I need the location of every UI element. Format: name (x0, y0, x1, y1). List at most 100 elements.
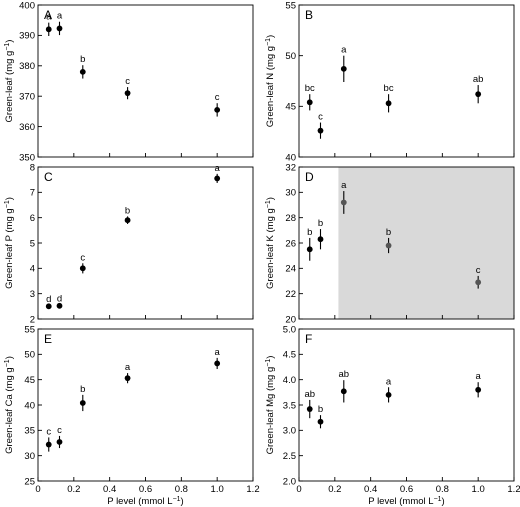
y-axis-label: Green-leaf N (mg g−1) (265, 35, 277, 127)
data-point (475, 279, 482, 286)
data-point (124, 90, 131, 97)
significance-letter: ab (339, 369, 350, 380)
y-tick-label: 3.5 (283, 400, 296, 411)
significance-letter: a (46, 12, 52, 23)
y-axis-label: Green-leaf K (mg g−1) (265, 197, 277, 289)
x-tick-label: 0.2 (67, 484, 80, 495)
significance-letter: d (57, 293, 62, 304)
y-tick-label: 35 (24, 426, 35, 437)
y-tick-label: 30 (24, 451, 35, 462)
significance-letter: b (318, 404, 323, 415)
plot-frame (37, 166, 254, 320)
panel-label: F (305, 332, 312, 346)
data-point (385, 242, 392, 249)
data-point (56, 302, 63, 309)
x-tick-label: 0 (296, 484, 301, 495)
data-point (56, 25, 63, 32)
shaded-region (338, 167, 514, 319)
significance-letter: b (80, 54, 85, 65)
y-tick-label: 50 (24, 350, 35, 361)
y-tick-label: 45 (285, 102, 296, 113)
data-point (45, 303, 52, 310)
significance-letter: d (46, 294, 51, 305)
data-point (340, 65, 347, 72)
significance-letter: c (318, 112, 323, 123)
significance-letter: b (386, 227, 391, 238)
y-axis-label: Green-leaf P (mg g−1) (4, 197, 16, 289)
significance-letter: b (80, 384, 85, 395)
y-tick-label: 400 (19, 0, 35, 11)
data-point (45, 26, 52, 33)
data-point (306, 246, 313, 253)
y-tick-label: 3 (30, 289, 35, 300)
significance-letter: c (80, 252, 85, 263)
data-point (214, 175, 221, 182)
y-tick-label: 350 (19, 152, 35, 163)
y-tick-label: 40 (285, 152, 296, 163)
data-point (317, 127, 324, 134)
data-point (79, 265, 86, 272)
y-tick-label: 22 (285, 289, 296, 300)
x-tick-label: 1.0 (472, 484, 485, 495)
significance-letter: a (341, 45, 347, 56)
plot-frame (37, 328, 254, 482)
data-point (385, 391, 392, 398)
y-tick-label: 7 (30, 188, 35, 199)
y-tick-label: 2 (30, 314, 35, 325)
significance-letter: c (476, 265, 481, 276)
x-axis-label: P level (mmol L−1) (107, 496, 183, 507)
y-tick-label: 4 (30, 264, 35, 275)
y-axis-label: Green-leaf (mg g−1) (4, 40, 16, 123)
x-tick-label: 0 (35, 484, 40, 495)
data-point (475, 386, 482, 393)
significance-letter: c (125, 76, 130, 87)
data-point (306, 406, 313, 412)
x-tick-label: 1.0 (211, 484, 224, 495)
significance-letter: a (215, 163, 221, 174)
y-tick-label: 45 (24, 375, 35, 386)
x-tick-label: 1.2 (246, 484, 259, 495)
data-point (317, 236, 324, 243)
data-point (79, 68, 86, 75)
y-tick-label: 3.0 (283, 426, 296, 437)
x-axis-label: P level (mmol L−1) (368, 496, 444, 507)
panel-label: C (44, 170, 53, 184)
data-point (214, 106, 221, 113)
x-tick-label: 0.6 (139, 484, 152, 495)
x-tick-label: 0.6 (400, 484, 413, 495)
y-tick-label: 25 (24, 476, 35, 487)
panel-label: A (44, 8, 52, 22)
data-point (340, 199, 347, 206)
y-tick-label: 55 (24, 324, 35, 335)
y-tick-label: 40 (24, 400, 35, 411)
significance-letter: c (215, 92, 220, 103)
significance-letter: a (57, 11, 63, 22)
y-tick-label: 360 (19, 122, 35, 133)
panel-b: 40 45 50 55 B Green-leaf N (mg g−1) bc c a bc ab (265, 0, 515, 163)
y-tick-label: 370 (19, 92, 35, 103)
y-tick-label: 2.5 (283, 451, 296, 462)
y-tick-label: 24 (285, 264, 296, 275)
data-point (317, 418, 324, 425)
significance-letter: bc (384, 83, 394, 94)
y-tick-label: 4.0 (283, 375, 296, 386)
y-tick-label: 5 (30, 238, 35, 249)
x-tick-label: 0.8 (436, 484, 449, 495)
panel-label: B (305, 8, 313, 22)
data-point (45, 441, 52, 448)
y-tick-label: 26 (285, 238, 296, 249)
significance-letter: ab (304, 389, 315, 400)
data-point (306, 99, 313, 106)
panel-a: 350 360 370 380 390 400 A Green-leaf (mg g−1) a a… (4, 0, 254, 163)
panel-e: 25 30 35 40 45 50 55 0 0.2 0.4 0.6 0.8 1.0 1.2 E Green-… (4, 324, 260, 507)
x-tick-label: 0.2 (328, 484, 341, 495)
plot-frame (37, 4, 254, 158)
y-tick-label: 30 (285, 188, 296, 199)
plot-frame (298, 328, 515, 482)
y-tick-label: 55 (285, 0, 296, 11)
significance-letter: c (46, 426, 51, 437)
significance-letter: a (215, 347, 221, 358)
data-point (475, 91, 482, 98)
